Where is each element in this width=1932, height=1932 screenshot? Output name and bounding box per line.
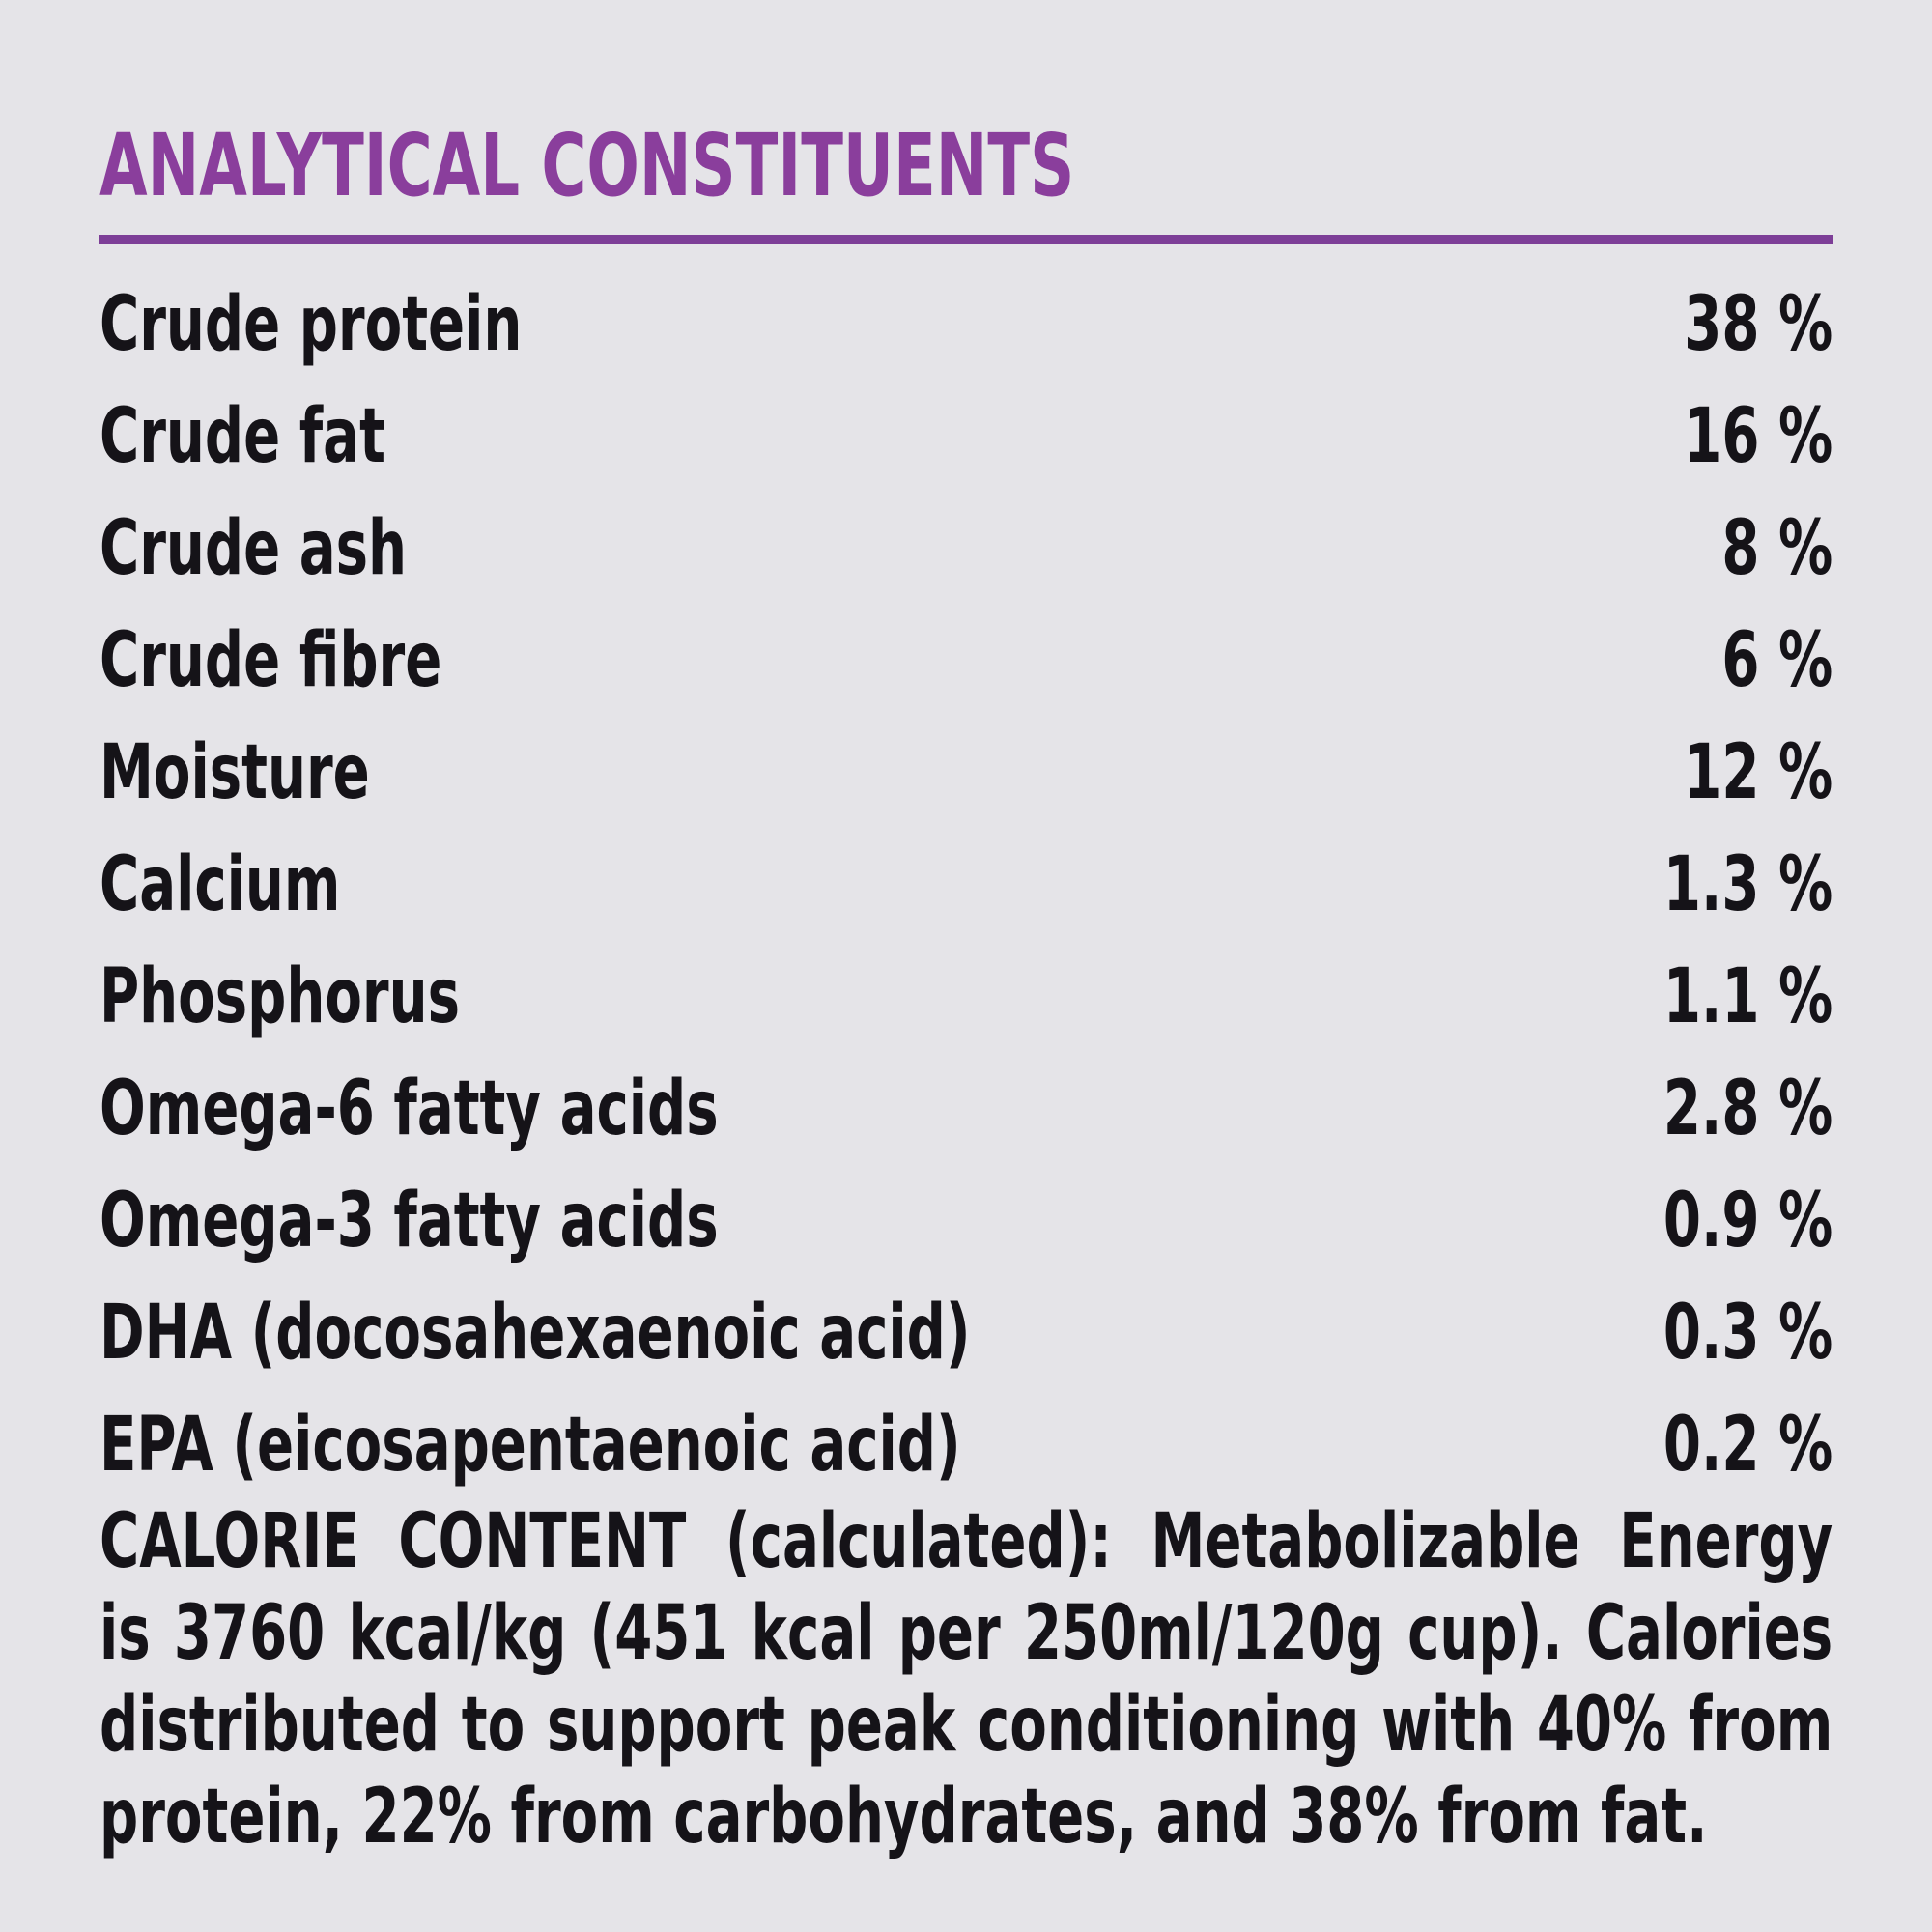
table-row: Omega-6 fatty acids 2.8 %	[99, 1053, 1833, 1165]
constituent-value: 38 %	[1684, 281, 1833, 368]
table-row: Calcium 1.3 %	[99, 829, 1833, 941]
constituent-value: 12 %	[1684, 729, 1833, 816]
constituent-label: EPA (eicosapentaenoic acid)	[99, 1402, 961, 1489]
calorie-content-line: CALORIE CONTENT (calculated): Metaboliza…	[99, 1498, 1833, 1585]
constituent-label: Phosphorus	[99, 953, 461, 1040]
calorie-content-line: protein, 22% from carbohydrates, and 38%…	[99, 1774, 1708, 1861]
constituent-value: 0.9 %	[1662, 1178, 1833, 1264]
constituent-value: 6 %	[1721, 617, 1833, 704]
constituent-label: Crude fat	[99, 393, 385, 480]
calorie-content-line: distributed to support peak conditioning…	[99, 1682, 1833, 1769]
calorie-content-line: is 3760 kcal/kg (451 kcal per 250ml/120g…	[99, 1590, 1833, 1677]
constituent-value: 1.1 %	[1662, 953, 1833, 1040]
label-content: ANALYTICAL CONSTITUENTS Crude protein 38…	[99, 122, 1833, 1863]
constituent-value: 8 %	[1721, 505, 1833, 592]
table-row: Moisture 12 %	[99, 717, 1833, 829]
constituent-label: Calcium	[99, 841, 341, 928]
table-row: Crude fibre 6 %	[99, 605, 1833, 717]
table-row: Crude ash 8 %	[99, 493, 1833, 605]
table-row: Phosphorus 1.1 %	[99, 941, 1833, 1053]
table-row: Crude protein 38 %	[99, 269, 1833, 381]
constituent-value: 1.3 %	[1662, 841, 1833, 928]
analytical-constituents-panel: ANALYTICAL CONSTITUENTS Crude protein 38…	[99, 0, 1833, 1932]
constituent-label: Moisture	[99, 729, 370, 816]
page-title: ANALYTICAL CONSTITUENTS	[99, 115, 1075, 215]
title-underline	[99, 235, 1833, 244]
table-row: Omega-3 fatty acids 0.9 %	[99, 1165, 1833, 1277]
constituent-label: Crude ash	[99, 505, 408, 592]
constituent-value: 0.2 %	[1662, 1402, 1833, 1489]
constituent-label: DHA (docosahexaenoic acid)	[99, 1290, 971, 1377]
constituent-value: 2.8 %	[1662, 1065, 1833, 1152]
constituent-label: Crude fibre	[99, 617, 442, 704]
calorie-content-paragraph: CALORIE CONTENT (calculated): Metaboliza…	[99, 1496, 1833, 1863]
table-row: Crude fat 16 %	[99, 381, 1833, 493]
constituent-value: 16 %	[1684, 393, 1833, 480]
constituent-label: Omega-6 fatty acids	[99, 1065, 719, 1152]
table-row: DHA (docosahexaenoic acid) 0.3 %	[99, 1277, 1833, 1389]
constituent-value: 0.3 %	[1662, 1290, 1833, 1377]
table-row: EPA (eicosapentaenoic acid) 0.2 %	[99, 1389, 1833, 1501]
constituent-label: Crude protein	[99, 281, 523, 368]
constituents-table: Crude protein 38 % Crude fat 16 % Crude …	[99, 269, 1833, 1501]
constituent-label: Omega-3 fatty acids	[99, 1178, 719, 1264]
